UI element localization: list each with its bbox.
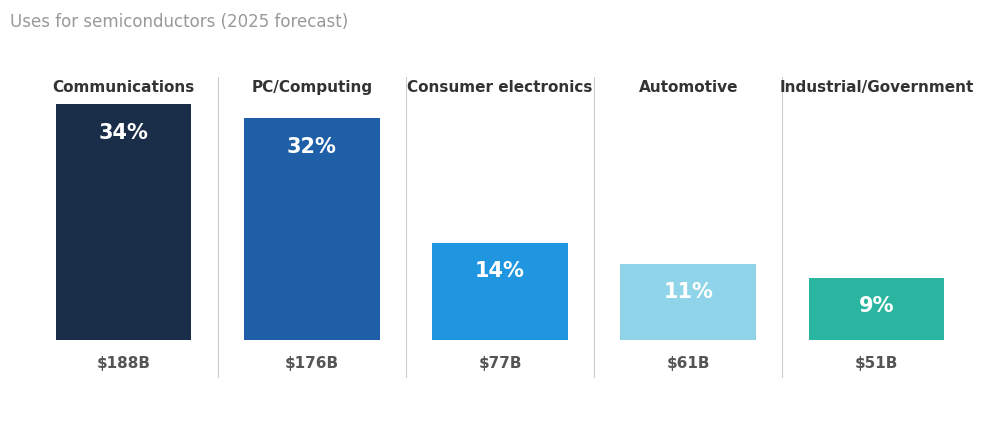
Text: 32%: 32% [287,136,337,156]
Bar [244,119,380,340]
Text: 34%: 34% [99,123,148,142]
Bar [809,278,944,340]
Text: 14%: 14% [475,261,525,281]
Text: $77B: $77B [478,356,522,371]
Text: Uses for semiconductors (2025 forecast): Uses for semiconductors (2025 forecast) [10,13,348,31]
Bar [56,105,191,340]
Text: 11%: 11% [663,282,713,301]
Text: Automotive: Automotive [638,80,738,95]
Text: $188B: $188B [97,356,151,371]
Text: $176B: $176B [285,356,339,371]
Bar [620,264,756,340]
Text: PC/Computing: PC/Computing [251,80,372,95]
Text: $61B: $61B [666,356,710,371]
Bar [432,243,568,340]
Text: Communications: Communications [52,80,195,95]
Text: Consumer electronics: Consumer electronics [407,80,593,95]
Text: Industrial/Government: Industrial/Government [779,80,974,95]
Text: $51B: $51B [855,356,898,371]
Text: 9%: 9% [859,295,894,315]
